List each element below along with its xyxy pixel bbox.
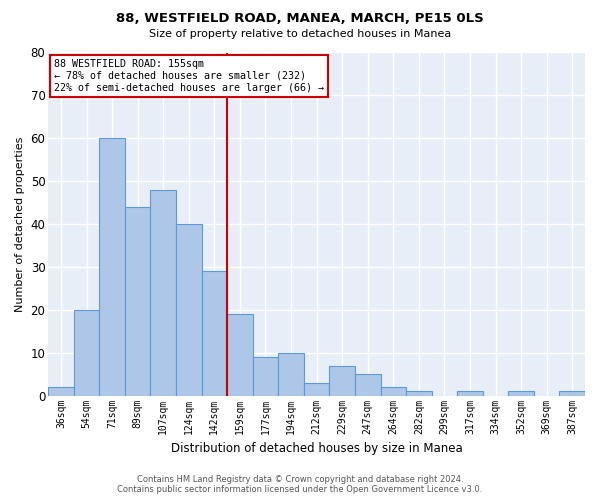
Text: Contains HM Land Registry data © Crown copyright and database right 2024.
Contai: Contains HM Land Registry data © Crown c… [118, 474, 482, 494]
Text: 88, WESTFIELD ROAD, MANEA, MARCH, PE15 0LS: 88, WESTFIELD ROAD, MANEA, MARCH, PE15 0… [116, 12, 484, 26]
Bar [227, 314, 253, 396]
Bar [559, 392, 585, 396]
Bar [253, 357, 278, 396]
Bar [125, 207, 151, 396]
X-axis label: Distribution of detached houses by size in Manea: Distribution of detached houses by size … [171, 442, 463, 455]
Bar [304, 383, 329, 396]
Bar [74, 310, 100, 396]
Bar [151, 190, 176, 396]
Bar [329, 366, 355, 396]
Bar [48, 387, 74, 396]
Bar [355, 374, 380, 396]
Bar [380, 387, 406, 396]
Bar [508, 392, 534, 396]
Text: Size of property relative to detached houses in Manea: Size of property relative to detached ho… [149, 29, 451, 39]
Text: 88 WESTFIELD ROAD: 155sqm
← 78% of detached houses are smaller (232)
22% of semi: 88 WESTFIELD ROAD: 155sqm ← 78% of detac… [53, 60, 323, 92]
Bar [202, 272, 227, 396]
Bar [278, 352, 304, 396]
Bar [176, 224, 202, 396]
Bar [457, 392, 483, 396]
Bar [100, 138, 125, 396]
Bar [406, 392, 431, 396]
Y-axis label: Number of detached properties: Number of detached properties [15, 136, 25, 312]
